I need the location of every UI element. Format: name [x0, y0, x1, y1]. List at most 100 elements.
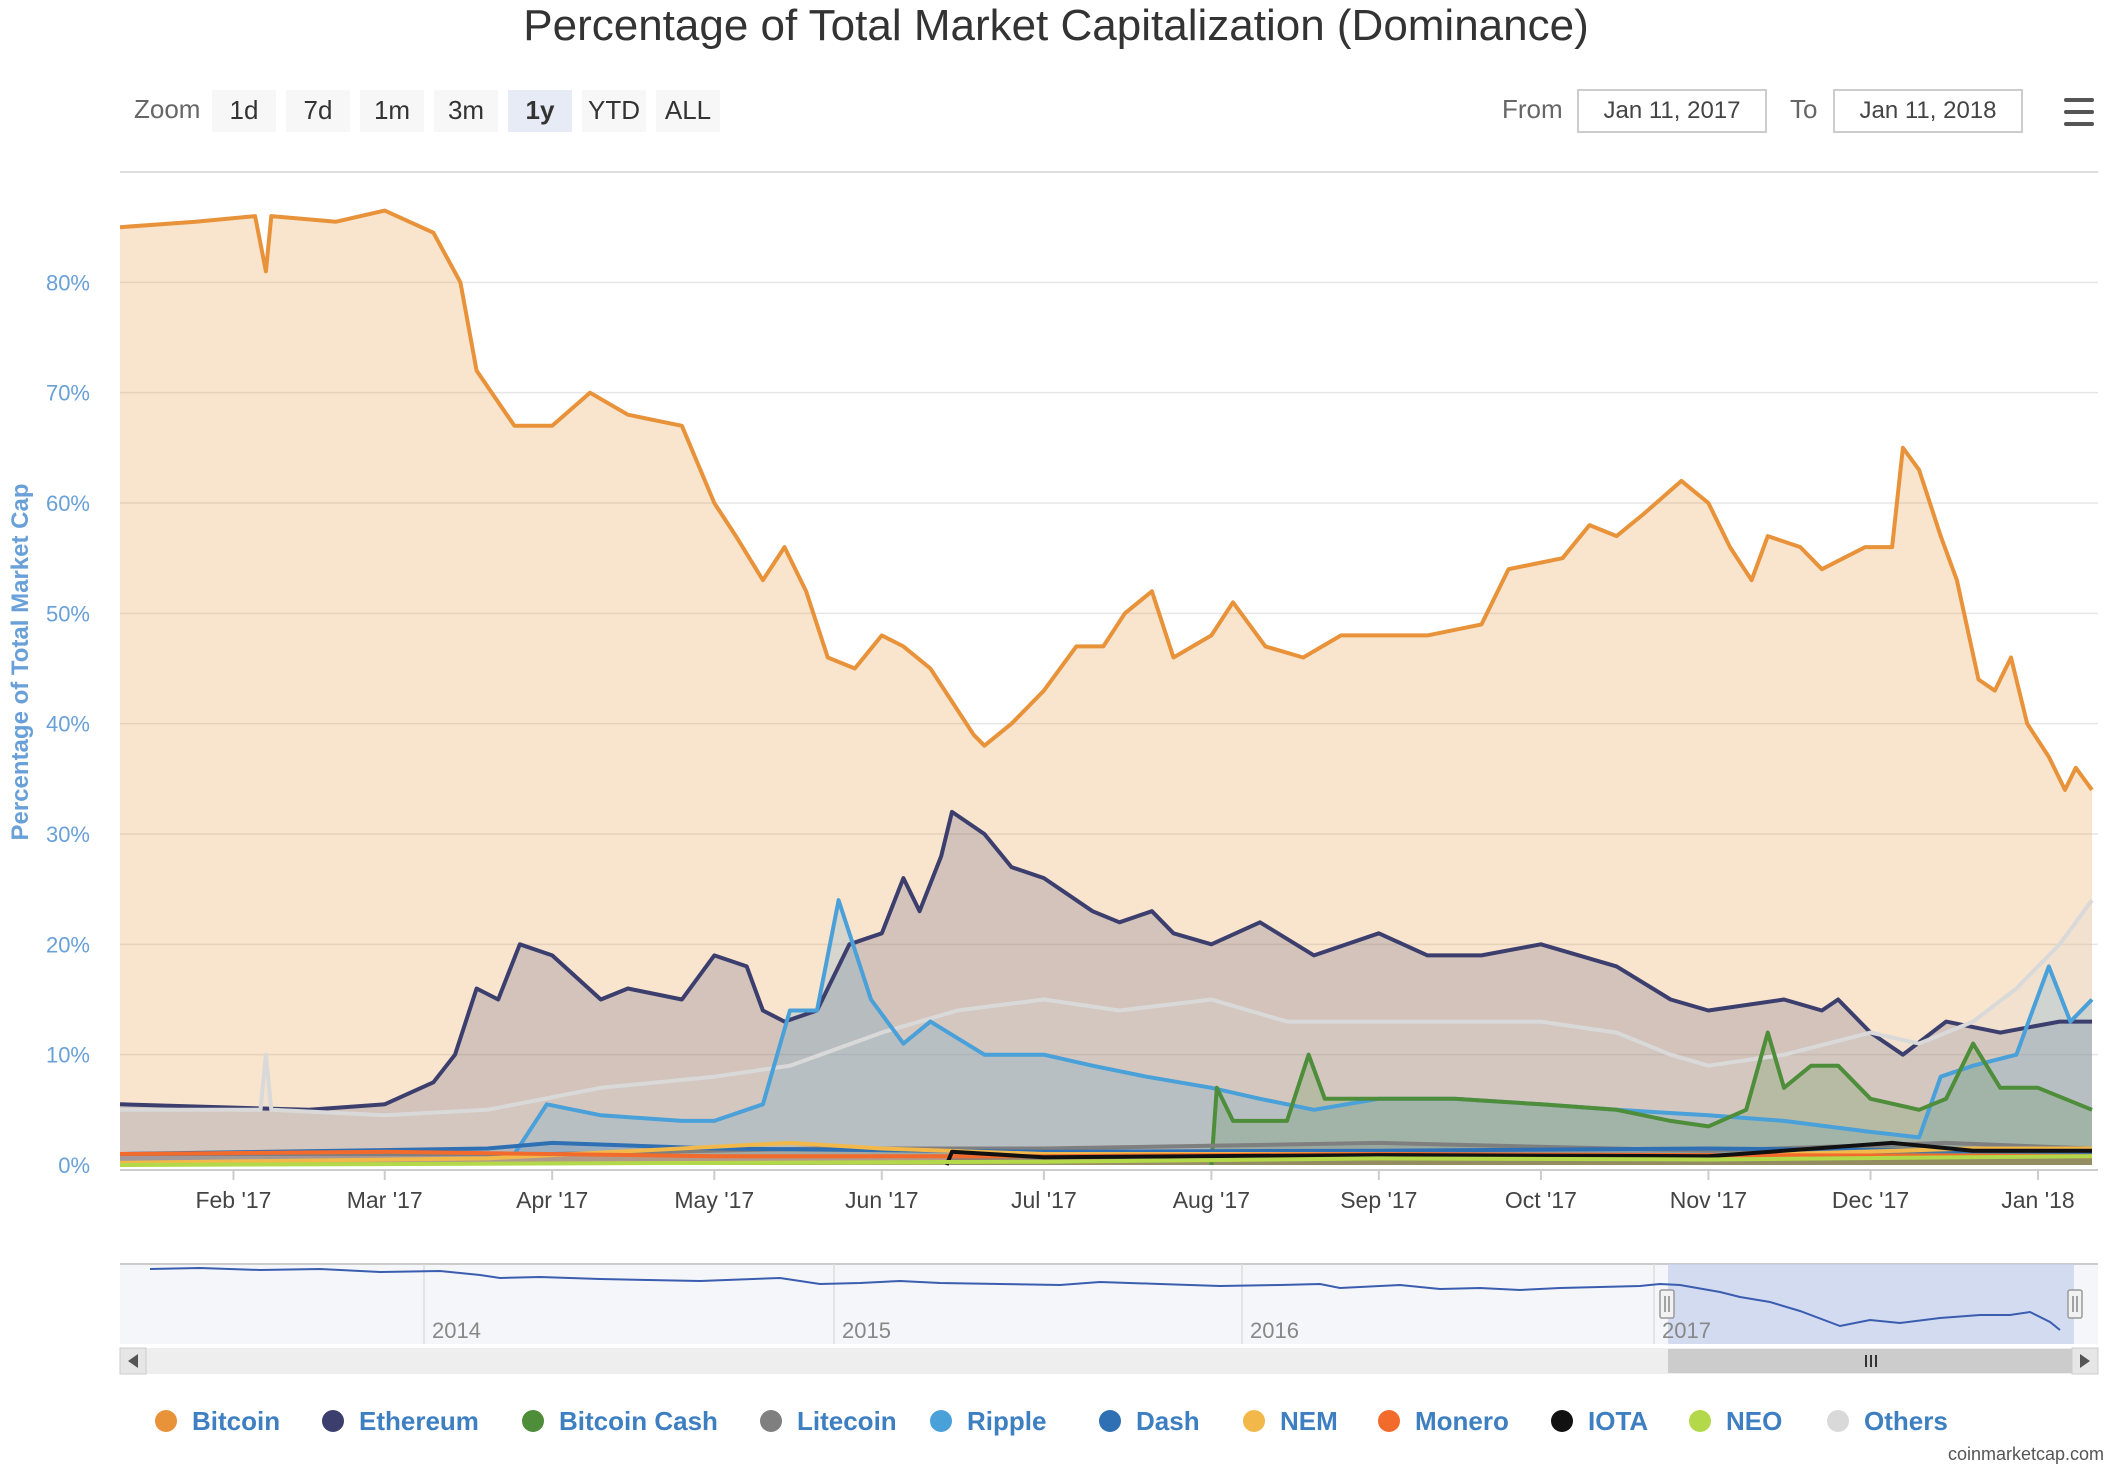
legend-item-others[interactable]: Others	[1827, 1406, 1948, 1436]
x-tick-label: Apr '17	[516, 1187, 588, 1213]
to-label: To	[1790, 94, 1817, 124]
zoom-button-label: 1m	[374, 95, 410, 125]
legend-label: NEO	[1726, 1406, 1782, 1436]
legend-item-bitcoin[interactable]: Bitcoin	[155, 1406, 280, 1436]
legend-marker	[1243, 1410, 1265, 1432]
legend-item-neo[interactable]: NEO	[1689, 1406, 1782, 1436]
zoom-button-label: ALL	[665, 95, 711, 125]
y-tick-label: 60%	[46, 491, 90, 516]
zoom-button-1d[interactable]	[212, 90, 276, 132]
zoom-button-label: YTD	[588, 95, 640, 125]
area-others	[120, 900, 2092, 1165]
series-line-ethereum[interactable]	[119, 809, 2092, 1112]
series-line-ripple[interactable]	[120, 898, 2094, 1156]
zoom-button-1y[interactable]	[508, 90, 572, 132]
navigator-year-label: 2015	[842, 1318, 891, 1343]
legend-item-ripple[interactable]: Ripple	[930, 1406, 1046, 1436]
arrow-left-icon	[128, 1354, 138, 1368]
series-line-bitcoin[interactable]	[119, 208, 2094, 792]
area-ethereum	[120, 811, 2092, 1165]
zoom-button-label: 3m	[448, 95, 484, 125]
scroll-right-button[interactable]	[2071, 1347, 2099, 1375]
from-date-value: Jan 11, 2017	[1603, 97, 1740, 124]
zoom-button-all[interactable]	[656, 90, 720, 132]
series-areas	[120, 210, 2092, 1166]
zoom-label: Zoom	[134, 94, 200, 124]
y-tick-label: 80%	[46, 270, 90, 295]
legend-label: NEM	[1280, 1406, 1338, 1436]
credit-text[interactable]: coinmarketcap.com	[1948, 1444, 2104, 1464]
x-tick-label: May '17	[674, 1187, 754, 1213]
zoom-button-1m[interactable]	[360, 90, 424, 132]
arrow-right-icon	[2080, 1354, 2090, 1368]
legend-marker	[760, 1410, 782, 1432]
x-tick-label: Jul '17	[1011, 1187, 1077, 1213]
x-tick-label: Jan '18	[2001, 1187, 2074, 1213]
legend-label: Dash	[1136, 1406, 1200, 1436]
legend-marker	[1689, 1410, 1711, 1432]
x-tick-label: Mar '17	[347, 1187, 423, 1213]
legend-label: Monero	[1415, 1406, 1509, 1436]
legend: Bitcoin Ethereum Bitcoin Cash Litecoin Rippl…	[155, 1406, 1948, 1436]
series-lines	[119, 208, 2094, 1167]
navigator-year-label: 2016	[1250, 1318, 1299, 1343]
legend-item-bitcoin-cash[interactable]: Bitcoin Cash	[522, 1406, 718, 1436]
legend-label: Others	[1864, 1406, 1948, 1436]
legend-item-iota[interactable]: IOTA	[1551, 1406, 1648, 1436]
legend-marker	[155, 1410, 177, 1432]
legend-marker	[1551, 1410, 1573, 1432]
y-axis-title: Percentage of Total Market Cap	[7, 484, 34, 841]
x-tick-label: Dec '17	[1832, 1187, 1909, 1213]
from-label: From	[1502, 94, 1563, 124]
area-ripple	[120, 900, 2092, 1165]
menu-icon[interactable]	[2062, 96, 2094, 132]
grid-lines	[120, 281, 2098, 1056]
navigator-selection[interactable]	[1668, 1264, 2074, 1344]
scrollbar[interactable]	[119, 1347, 2099, 1375]
to-date-value: Jan 11, 2018	[1859, 97, 1996, 124]
series-line-iota[interactable]	[944, 1140, 2092, 1166]
x-tick-label: Nov '17	[1670, 1187, 1747, 1213]
legend-label: Bitcoin Cash	[559, 1406, 718, 1436]
y-tick-label: 50%	[46, 601, 90, 626]
navigator-left-handle[interactable]	[1659, 1289, 1675, 1319]
legend-label: Ripple	[967, 1406, 1046, 1436]
series-line-neo[interactable]	[119, 1154, 2093, 1167]
x-tick-label: Sep '17	[1340, 1187, 1417, 1213]
legend-marker	[1099, 1410, 1121, 1432]
zoom-button-ytd[interactable]	[582, 90, 646, 132]
legend-marker	[1827, 1410, 1849, 1432]
zoom-button-3m[interactable]	[434, 90, 498, 132]
y-tick-label: 70%	[46, 381, 90, 406]
x-tick-label: Feb '17	[195, 1187, 271, 1213]
legend-label: Bitcoin	[192, 1406, 280, 1436]
legend-item-nem[interactable]: NEM	[1243, 1406, 1338, 1436]
zoom-button-7d[interactable]	[286, 90, 350, 132]
legend-item-ethereum[interactable]: Ethereum	[322, 1406, 479, 1436]
to-date-input[interactable]	[1833, 89, 2023, 133]
navigator[interactable]: 2014 2015 2016 2017	[120, 1263, 2098, 1344]
x-tick-label: Aug '17	[1173, 1187, 1250, 1213]
navigator-year-label: 2014	[432, 1318, 481, 1343]
zoom-button-label: 1d	[230, 95, 259, 125]
x-tick-label: Oct '17	[1505, 1187, 1577, 1213]
series-line-others[interactable]	[120, 899, 2094, 1118]
area-neo	[120, 1156, 2092, 1165]
zoom-button-label: 1y	[526, 95, 555, 125]
legend-item-litecoin[interactable]: Litecoin	[760, 1406, 897, 1436]
legend-label: Litecoin	[797, 1406, 897, 1436]
zoom-button-label: 7d	[304, 95, 333, 125]
legend-label: Ethereum	[359, 1406, 479, 1436]
legend-marker	[930, 1410, 952, 1432]
navigator-series-line	[149, 1266, 2061, 1331]
y-tick-label: 30%	[46, 822, 90, 847]
legend-item-monero[interactable]: Monero	[1378, 1406, 1509, 1436]
legend-marker	[322, 1410, 344, 1432]
series-line-bitcoin-cash[interactable]	[1209, 1030, 2093, 1166]
y-tick-label: 20%	[46, 932, 90, 957]
navigator-right-handle[interactable]	[2067, 1289, 2083, 1319]
from-date-input[interactable]	[1577, 89, 1767, 133]
legend-item-dash[interactable]: Dash	[1099, 1406, 1200, 1436]
legend-label: IOTA	[1588, 1406, 1648, 1436]
